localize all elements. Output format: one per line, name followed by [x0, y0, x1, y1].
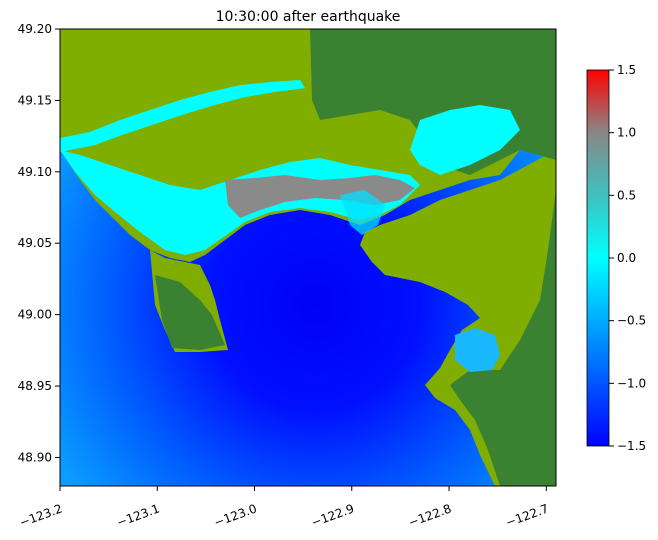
x-tick-label: −122.8: [407, 501, 454, 529]
y-tick-label: 49.20: [18, 22, 52, 36]
colorbar: [586, 69, 610, 447]
map-area: [60, 29, 556, 486]
x-axis: −123.2 −123.1 −123.0 −122.9 −122.8 −122.7: [18, 486, 551, 530]
plot-frame: [59, 28, 557, 487]
north-river-band: [60, 80, 305, 152]
x-tick-label: −123.2: [18, 501, 65, 529]
colorbar-tick-label: −1.0: [617, 376, 646, 390]
raised-water-zone: [225, 175, 415, 218]
colorbar-tick-label: 1.0: [617, 126, 636, 140]
y-tick-label: 49.10: [18, 165, 52, 179]
colorbar-axis: 1.5 1.0 0.5 0.0 −0.5 −1.0 −1.5: [609, 63, 646, 453]
eastern-hills: [450, 190, 556, 486]
y-tick-label: 49.00: [18, 308, 52, 322]
y-tick-label: 49.15: [18, 93, 52, 107]
x-tick-label: −122.9: [309, 501, 356, 529]
y-tick-label: 48.95: [18, 379, 52, 393]
colorbar-tick-label: 1.5: [617, 63, 636, 77]
flooded-northeast: [410, 105, 520, 175]
boundary-bay: [455, 328, 500, 372]
colorbar-tick-label: 0.5: [617, 188, 636, 202]
x-tick-label: −123.1: [115, 501, 162, 529]
chart-title: 10:30:00 after earthquake: [216, 9, 401, 25]
point-roberts: [155, 275, 225, 350]
y-axis: 49.20 49.15 49.10 49.05 49.00 48.95 48.90: [18, 22, 60, 464]
x-tick-label: −123.0: [212, 501, 259, 529]
fraser-plume: [340, 190, 385, 235]
colorbar-tick-label: 0.0: [617, 251, 636, 265]
x-tick-label: −122.7: [504, 501, 551, 529]
y-tick-label: 49.05: [18, 236, 52, 250]
colorbar-tick-label: −1.5: [617, 439, 646, 453]
colorbar-tick-label: −0.5: [617, 314, 646, 328]
y-tick-label: 48.90: [18, 450, 52, 464]
